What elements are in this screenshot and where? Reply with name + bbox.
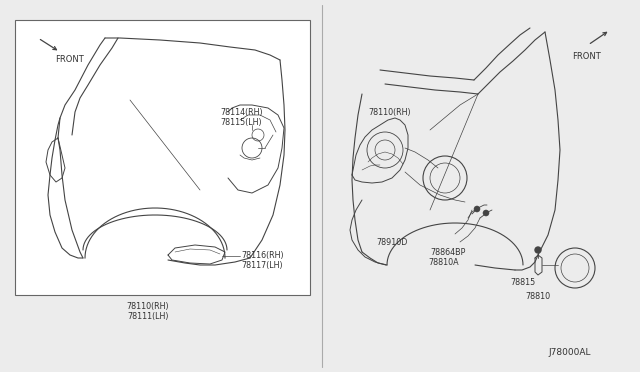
Text: 78114(RH): 78114(RH) xyxy=(220,108,262,117)
Bar xyxy=(15,20,310,295)
Text: FRONT: FRONT xyxy=(572,52,601,61)
Text: FRONT: FRONT xyxy=(55,55,84,64)
Circle shape xyxy=(483,210,489,216)
Text: 78864BP: 78864BP xyxy=(430,248,465,257)
Text: 78110(RH): 78110(RH) xyxy=(368,108,411,117)
Text: 78116(RH): 78116(RH) xyxy=(241,251,284,260)
Circle shape xyxy=(535,247,541,253)
Text: J78000AL: J78000AL xyxy=(548,348,591,357)
Text: 78810A: 78810A xyxy=(428,258,459,267)
Text: 78810: 78810 xyxy=(525,292,550,301)
Text: 78815: 78815 xyxy=(510,278,535,287)
Text: 78110(RH): 78110(RH) xyxy=(127,302,170,311)
Text: 78115(LH): 78115(LH) xyxy=(220,118,262,127)
Circle shape xyxy=(474,206,480,212)
Text: 78111(LH): 78111(LH) xyxy=(127,312,169,321)
Text: 78117(LH): 78117(LH) xyxy=(241,261,283,270)
Text: 78910D: 78910D xyxy=(376,238,408,247)
